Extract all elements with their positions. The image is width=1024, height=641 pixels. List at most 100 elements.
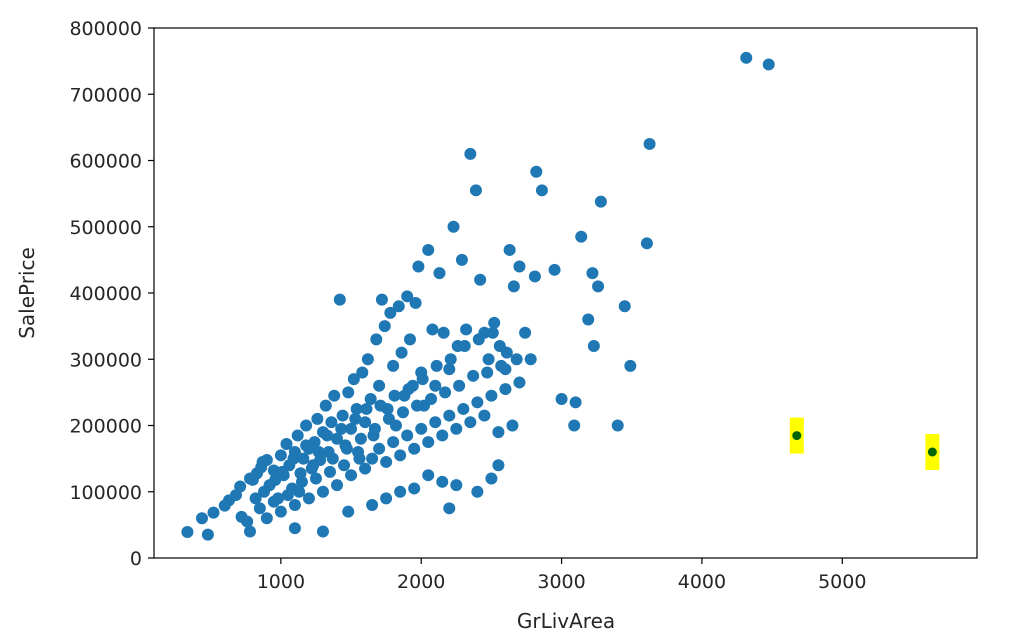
data-point <box>392 300 405 313</box>
data-point <box>412 260 425 273</box>
data-point <box>481 366 494 379</box>
data-point <box>582 313 595 326</box>
data-point <box>234 480 247 493</box>
outlier-point <box>927 447 937 457</box>
data-point <box>618 300 631 313</box>
data-point <box>297 452 310 465</box>
data-point <box>331 432 344 445</box>
y-tick-label: 700000 <box>69 84 142 106</box>
data-point <box>485 472 498 485</box>
data-point <box>429 379 442 392</box>
data-point <box>740 51 753 64</box>
data-point <box>340 442 353 455</box>
y-tick-label: 100000 <box>69 482 142 504</box>
data-point <box>500 346 513 359</box>
data-point <box>425 393 438 405</box>
data-point <box>408 482 421 495</box>
data-point <box>380 492 393 505</box>
data-point <box>506 419 519 432</box>
data-point <box>444 353 457 366</box>
data-point <box>499 383 512 396</box>
data-point <box>207 506 220 519</box>
data-point <box>243 525 256 538</box>
data-point <box>492 459 505 472</box>
data-point <box>492 426 505 439</box>
data-point <box>307 459 320 472</box>
data-point <box>311 412 324 425</box>
data-point <box>548 263 561 276</box>
data-point <box>464 147 477 160</box>
data-point <box>302 492 315 505</box>
data-point <box>643 137 656 150</box>
data-point <box>387 436 400 449</box>
data-point <box>762 58 775 71</box>
data-point <box>342 386 355 399</box>
data-point <box>447 220 460 233</box>
data-point <box>439 386 452 399</box>
data-point <box>350 402 363 415</box>
data-point <box>433 267 446 280</box>
data-point <box>482 353 495 366</box>
x-tick-label: 2000 <box>397 571 445 593</box>
data-point <box>349 412 362 425</box>
x-tick-label: 3000 <box>537 571 585 593</box>
data-point <box>309 472 322 485</box>
data-point <box>295 475 308 488</box>
data-point <box>323 465 336 478</box>
data-point <box>325 416 338 429</box>
data-point <box>326 452 339 465</box>
data-point <box>360 402 373 415</box>
data-point <box>443 409 456 422</box>
data-point <box>450 479 463 492</box>
data-point <box>422 436 435 449</box>
data-point <box>374 399 387 412</box>
data-point <box>293 485 306 498</box>
plot-marks <box>181 51 940 541</box>
data-point <box>359 416 372 429</box>
data-point <box>384 306 397 319</box>
data-point <box>530 165 543 178</box>
data-point <box>387 359 400 372</box>
data-point <box>338 459 351 472</box>
data-point <box>321 429 334 442</box>
data-point <box>274 449 287 462</box>
data-point <box>524 353 537 366</box>
data-point <box>243 472 256 485</box>
data-point <box>394 449 407 462</box>
data-point <box>474 273 487 286</box>
data-point <box>328 389 341 402</box>
data-point <box>300 439 313 452</box>
data-point <box>575 230 588 243</box>
data-point <box>195 512 208 525</box>
data-point <box>464 416 477 429</box>
data-point <box>201 528 214 541</box>
data-point <box>472 333 485 346</box>
data-point <box>280 438 293 451</box>
y-tick-label: 500000 <box>69 217 142 239</box>
data-point <box>471 396 484 409</box>
data-point <box>396 406 409 419</box>
y-tick-label: 200000 <box>69 416 142 438</box>
data-point <box>300 419 313 432</box>
data-point <box>587 340 600 352</box>
y-axis-label: SalePrice <box>15 247 39 339</box>
data-point <box>382 412 395 425</box>
data-point <box>375 293 388 306</box>
y-tick-label: 0 <box>130 548 142 570</box>
data-point <box>422 469 435 482</box>
data-point <box>316 485 329 498</box>
data-point <box>592 280 605 293</box>
data-point <box>555 393 568 405</box>
data-point <box>336 409 349 422</box>
data-point <box>402 383 415 396</box>
data-point <box>388 389 401 402</box>
data-point <box>288 499 301 511</box>
data-point <box>335 422 348 435</box>
data-point <box>455 253 468 266</box>
data-point <box>443 363 456 376</box>
data-point <box>345 469 358 482</box>
x-tick-label: 4000 <box>678 571 726 593</box>
data-point <box>430 359 443 372</box>
data-point <box>403 333 416 346</box>
